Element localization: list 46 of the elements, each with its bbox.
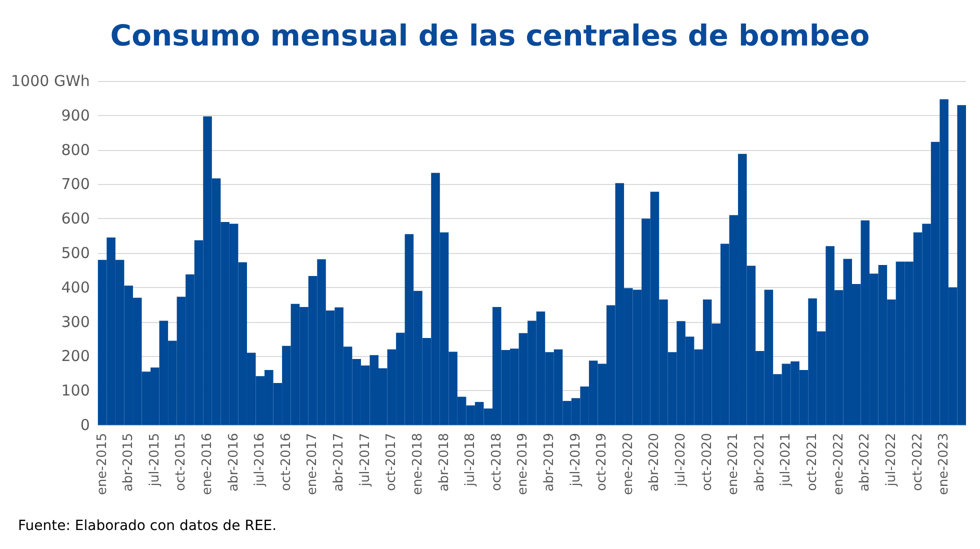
y-tick-label: 100 bbox=[61, 382, 90, 400]
x-tick-label: ene-2018 bbox=[410, 433, 426, 496]
y-tick-label: 800 bbox=[61, 140, 90, 159]
x-tick-label: abr-2017 bbox=[332, 433, 347, 492]
y-tick-label: 600 bbox=[61, 210, 90, 228]
x-tick-label: abr-2018 bbox=[436, 433, 452, 492]
x-tick-label: abr-2020 bbox=[647, 433, 662, 492]
x-tick-label: ene-2021 bbox=[726, 433, 742, 496]
y-tick-label: 1000 GWh bbox=[11, 72, 90, 90]
x-tick-label: jul-2022 bbox=[884, 433, 899, 488]
x-tick-label: oct-2020 bbox=[700, 433, 715, 491]
x-tick-label: jul-2017 bbox=[358, 433, 373, 488]
y-tick-label: 300 bbox=[61, 312, 90, 331]
x-tick-label: abr-2015 bbox=[121, 433, 136, 492]
y-tick-label: 400 bbox=[61, 278, 90, 296]
x-tick-label: jul-2016 bbox=[252, 433, 268, 488]
source-note: Fuente: Elaborado con datos de REE. bbox=[18, 518, 277, 534]
x-tick-label: jul-2018 bbox=[463, 433, 478, 488]
x-tick-label: oct-2016 bbox=[278, 433, 294, 491]
x-tick-label: ene-2015 bbox=[94, 433, 110, 496]
y-tick-label: 200 bbox=[61, 347, 90, 366]
y-tick-label: 900 bbox=[61, 106, 90, 124]
x-tick-label: abr-2016 bbox=[226, 433, 242, 492]
x-tick-label: ene-2019 bbox=[516, 433, 531, 496]
x-tick-label: jul-2019 bbox=[568, 433, 584, 488]
y-tick-label: 700 bbox=[61, 175, 90, 194]
y-tick-label: 500 bbox=[61, 244, 90, 262]
x-tick-label: ene-2023 bbox=[936, 433, 952, 496]
chart-title: Consumo mensual de las centrales de bombeo bbox=[110, 18, 870, 52]
x-tick-label: ene-2020 bbox=[620, 433, 636, 496]
x-tick-label: oct-2015 bbox=[174, 433, 189, 491]
x-tick-label: jul-2021 bbox=[778, 433, 794, 488]
x-tick-label: ene-2017 bbox=[305, 433, 320, 496]
x-tick-label: oct-2022 bbox=[910, 433, 926, 491]
x-tick-label: jul-2015 bbox=[147, 433, 162, 488]
x-tick-label: oct-2017 bbox=[384, 433, 400, 491]
y-tick-label: 0 bbox=[80, 416, 90, 434]
x-tick-label: oct-2018 bbox=[489, 433, 504, 491]
x-tick-label: abr-2019 bbox=[542, 433, 557, 492]
x-tick-label: abr-2022 bbox=[858, 433, 873, 492]
x-tick-label: ene-2022 bbox=[831, 433, 846, 496]
x-tick-label: ene-2016 bbox=[200, 433, 216, 496]
x-tick-label: jul-2020 bbox=[674, 433, 689, 488]
x-tick-label: abr-2021 bbox=[752, 433, 768, 492]
x-tick-label: oct-2019 bbox=[594, 433, 610, 491]
x-tick-label: oct-2021 bbox=[805, 433, 820, 491]
